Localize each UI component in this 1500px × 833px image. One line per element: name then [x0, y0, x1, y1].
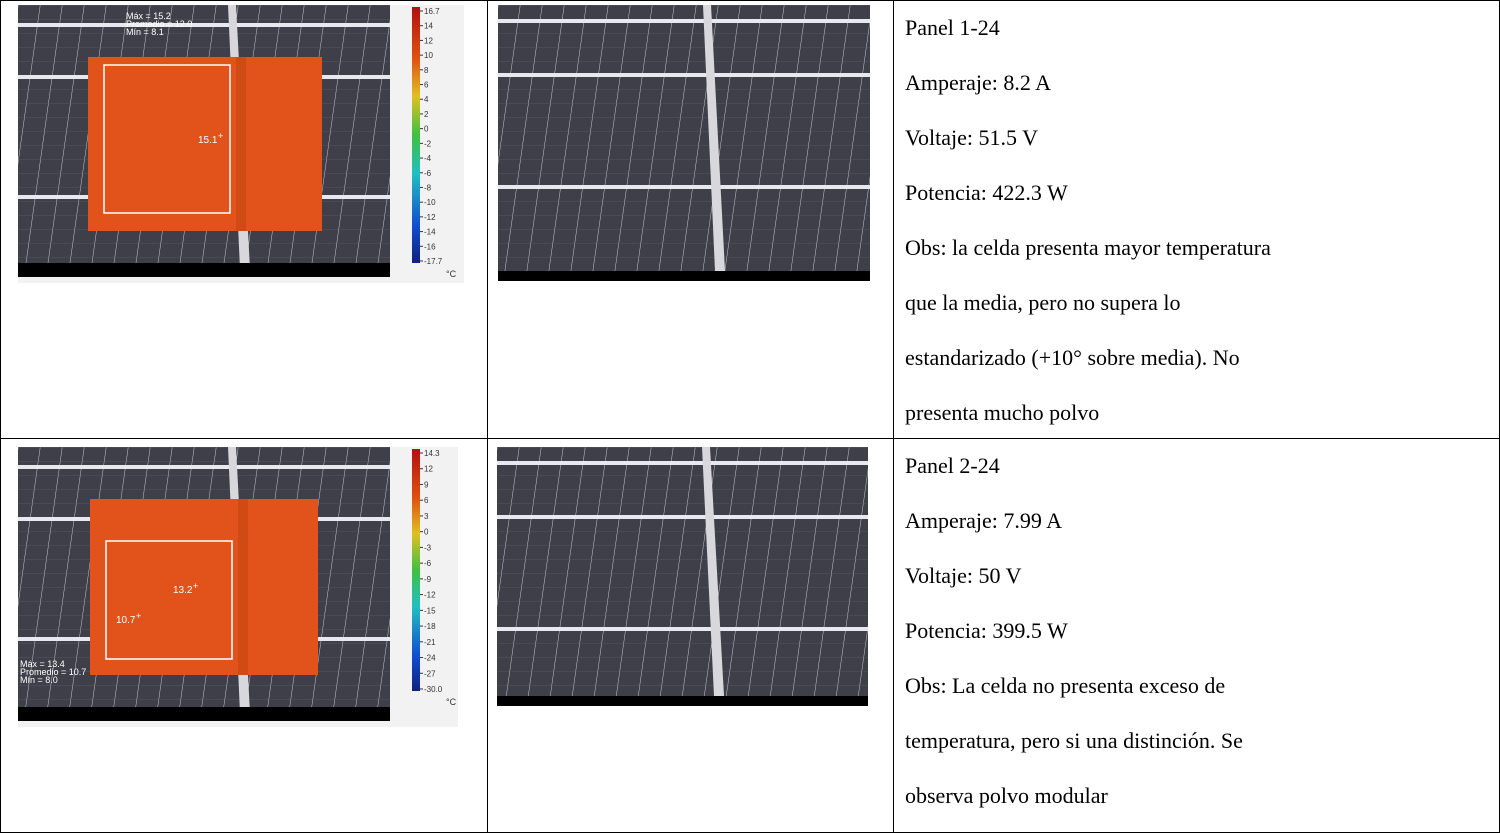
scale-label: 9	[424, 480, 429, 489]
detail-line: Amperaje: 7.99 A	[905, 508, 1063, 533]
scale-label: -18	[424, 622, 436, 631]
color-scale	[412, 449, 420, 691]
thermal-stat: Promedio = 12.0	[126, 19, 192, 29]
scale-unit: °C	[446, 697, 457, 707]
panel-details: Panel 1-24 Amperaje: 8.2 A Voltaje: 51.5 V…	[905, 0, 1490, 440]
scale-label: 14	[424, 22, 433, 31]
scale-unit: °C	[446, 269, 457, 279]
spot-marker: +	[193, 581, 198, 591]
scale-label: 14.3	[424, 449, 440, 458]
table-border	[893, 0, 894, 833]
scale-label: -15	[424, 606, 436, 615]
scale-label: -27	[424, 669, 436, 678]
spot-marker: +	[218, 131, 223, 141]
panel-gap	[498, 73, 870, 77]
thermal-stat: Mín = 8.1	[126, 27, 164, 37]
solar-panels	[498, 5, 870, 271]
scale-label: -9	[424, 575, 432, 584]
scale-label: 2	[424, 110, 429, 119]
thermal-stat: Promedio = 10.7	[20, 667, 86, 677]
thermal-stat: Mín = 8.0	[20, 675, 58, 685]
detail-line: presenta mucho polvo	[905, 400, 1100, 425]
scale-label: 6	[424, 496, 429, 505]
detail-line: Obs: La celda no presenta exceso de	[905, 673, 1226, 698]
panel-gap	[497, 461, 868, 465]
scale-label: 4	[424, 95, 429, 104]
table-border	[0, 438, 1500, 439]
spot-temperature: 13.2	[173, 585, 193, 596]
scale-label: -10	[424, 198, 436, 207]
panel-gap	[18, 465, 390, 469]
spot-temperature: 15.1	[198, 135, 218, 146]
image-footer-bar	[18, 707, 390, 721]
scale-label: -3	[424, 543, 432, 552]
mount-post	[702, 447, 724, 696]
color-scale	[412, 7, 420, 263]
scale-label: 12	[424, 465, 433, 474]
thermal-stat: Máx = 15.2	[126, 11, 171, 21]
panel-gap	[498, 185, 870, 189]
scale-label: 0	[424, 125, 429, 134]
scale-label: -6	[424, 559, 432, 568]
visual-photo	[497, 447, 868, 706]
scale-label: 8	[424, 66, 429, 75]
detail-line: Potencia: 422.3 W	[905, 180, 1068, 205]
detail-line: temperatura, pero si una distinción. Se	[905, 728, 1243, 753]
scale-label: -8	[424, 183, 432, 192]
scale-label: -21	[424, 638, 436, 647]
scale-label: 12	[424, 36, 433, 45]
scale-label: -12	[424, 591, 436, 600]
scale-label: 3	[424, 512, 429, 521]
scale-label: -2	[424, 139, 432, 148]
thermal-seam	[236, 57, 246, 231]
roi-box	[105, 540, 233, 660]
detail-line: estandarizado (+10° sobre media). No	[905, 345, 1240, 370]
scale-label: -14	[424, 228, 436, 237]
visual-photo	[498, 5, 870, 281]
panel-gap	[18, 23, 390, 27]
roi-box	[103, 64, 231, 214]
table-border	[0, 0, 1, 833]
scale-label: -16	[424, 242, 436, 251]
spot-temperature: 10.7	[116, 615, 136, 626]
panel-gap	[497, 627, 868, 631]
detail-line: Amperaje: 8.2 A	[905, 70, 1052, 95]
panel-gap	[497, 515, 868, 519]
scale-label: 0	[424, 528, 429, 537]
thermal-stat: Máx = 13.4	[20, 659, 65, 669]
scale-label: 10	[424, 51, 433, 60]
detail-line: Panel 1-24	[905, 15, 1000, 40]
scale-label: -24	[424, 654, 436, 663]
detail-line: Voltaje: 50 V	[905, 563, 1022, 588]
detail-line: Potencia: 399.5 W	[905, 618, 1068, 643]
scale-label: 6	[424, 81, 429, 90]
thermal-seam	[238, 499, 248, 675]
panel-gap	[498, 19, 870, 23]
scale-label: -4	[424, 154, 432, 163]
scale-label: -12	[424, 213, 436, 222]
detail-line: Obs: la celda presenta mayor temperatura	[905, 235, 1271, 260]
detail-line: Voltaje: 51.5 V	[905, 125, 1039, 150]
detail-line: que la media, pero no supera lo	[905, 290, 1181, 315]
scale-label: -30.0	[424, 685, 443, 694]
image-footer-bar	[498, 271, 870, 281]
thermal-overlay	[88, 57, 322, 231]
table-border	[487, 0, 488, 833]
scale-label: -17.7	[424, 257, 443, 266]
table-border	[0, 0, 1500, 1]
panel-details: Panel 2-24 Amperaje: 7.99 A Voltaje: 50 V P…	[905, 438, 1490, 823]
detail-line: Panel 2-24	[905, 453, 1000, 478]
spot-marker: +	[136, 611, 141, 621]
image-footer-bar	[497, 696, 868, 706]
scale-label: 16.7	[424, 7, 440, 16]
scale-label: -6	[424, 169, 432, 178]
solar-panels	[497, 447, 868, 696]
mount-post	[703, 5, 725, 271]
detail-line: observa polvo modular	[905, 783, 1108, 808]
thermal-overlay	[90, 499, 318, 675]
image-footer-bar	[18, 263, 390, 277]
